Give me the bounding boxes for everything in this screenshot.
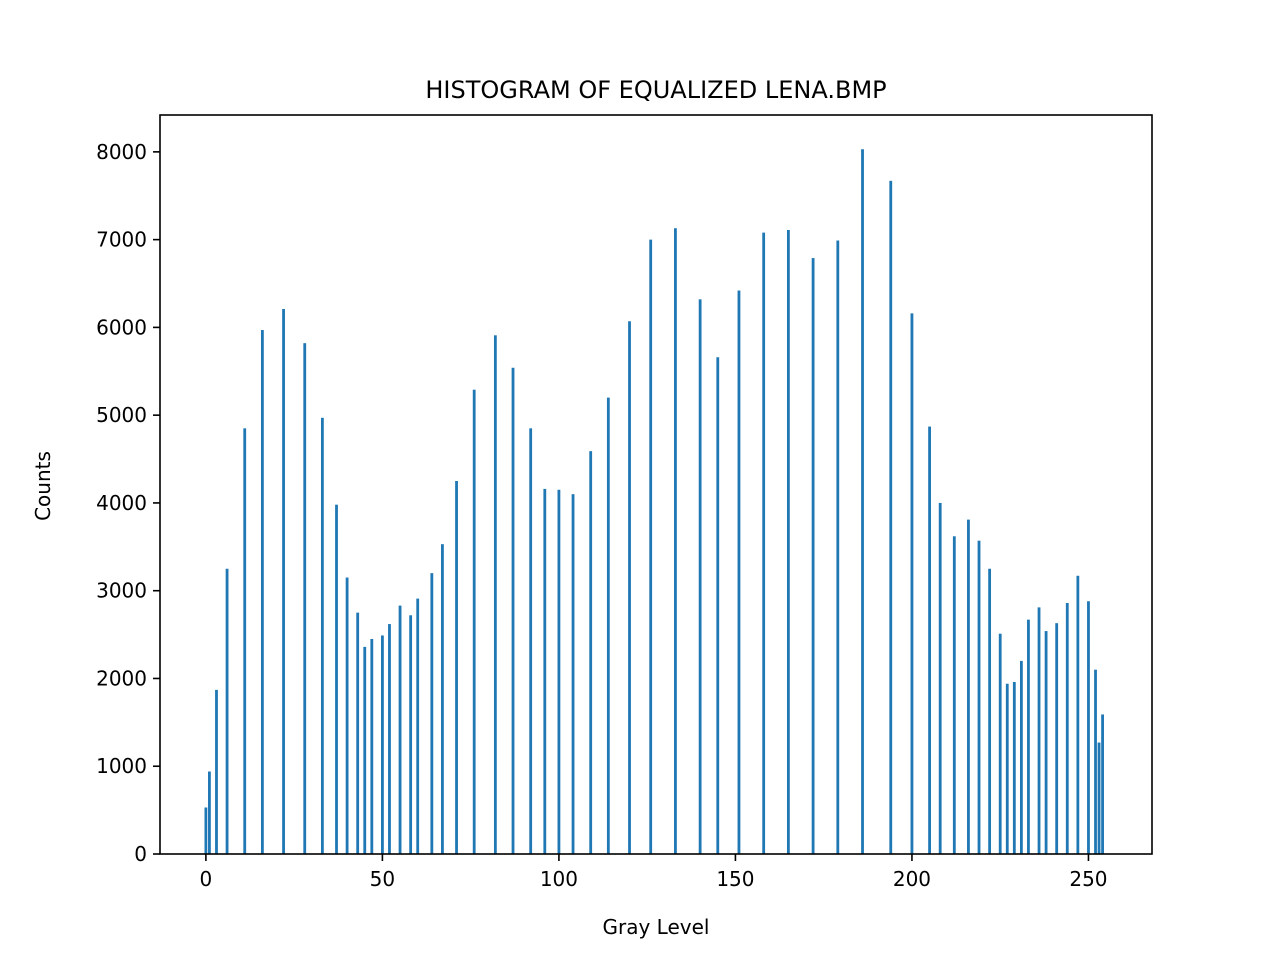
x-axis-label: Gray Level — [603, 915, 710, 939]
y-tick-label: 4000 — [96, 491, 147, 515]
histogram-bar — [381, 635, 384, 854]
x-tick-label: 100 — [540, 867, 578, 891]
histogram-bar — [1044, 631, 1048, 854]
y-tick-label: 2000 — [96, 666, 147, 690]
histogram-bar — [1065, 602, 1069, 854]
y-tick-label: 6000 — [96, 315, 147, 339]
histogram-bar — [493, 335, 497, 854]
x-tick-label: 150 — [716, 867, 754, 891]
histogram-bar — [967, 519, 970, 854]
histogram-bar — [1087, 601, 1090, 854]
y-tick-label: 3000 — [96, 579, 147, 603]
histogram-bar — [370, 638, 374, 854]
histogram-bar — [998, 633, 1002, 854]
histogram-bar — [282, 308, 285, 855]
histogram-bar — [674, 228, 677, 855]
histogram-bar — [345, 577, 349, 854]
histogram-bar — [1019, 660, 1023, 854]
y-axis: 0 1000 2000 3000 4000 5000 6000 7000 8000 — [96, 140, 160, 866]
histogram-bar — [836, 240, 840, 854]
histogram-bar — [225, 568, 229, 854]
histogram-bar — [511, 367, 515, 854]
histogram-bar — [557, 489, 561, 854]
histogram-bar — [320, 417, 324, 854]
histogram-bar — [938, 502, 942, 854]
histogram-bar — [716, 357, 720, 854]
histogram-bar — [363, 646, 367, 854]
histogram-bar — [1097, 742, 1101, 854]
histogram-bar — [1055, 623, 1059, 854]
histogram-bar — [409, 615, 413, 854]
histogram-bar — [737, 290, 741, 854]
histogram-bar — [441, 544, 444, 854]
y-tick-label: 0 — [134, 842, 147, 866]
histogram-bar — [952, 536, 956, 854]
histogram-bar — [589, 451, 593, 854]
histogram-bar — [430, 573, 434, 854]
histogram-bar — [910, 313, 914, 855]
histogram-bar — [988, 568, 992, 854]
histogram-bar — [260, 330, 264, 854]
histogram-bar — [1005, 683, 1009, 854]
histogram-bar — [861, 149, 864, 855]
histogram-bar — [243, 428, 247, 854]
histogram-bar — [472, 389, 476, 854]
histogram-bar — [1037, 607, 1041, 854]
chart-title: HISTOGRAM OF EQUALIZED LENA.BMP — [425, 76, 886, 104]
histogram-bar — [786, 229, 790, 855]
histogram-bar — [416, 598, 420, 854]
histogram-bar — [811, 258, 815, 854]
histogram-bar — [1101, 714, 1104, 854]
histogram-bar — [1027, 619, 1030, 854]
histogram-bar — [571, 494, 575, 854]
x-tick-label: 200 — [893, 867, 931, 891]
histogram-bar — [543, 488, 547, 854]
histogram-bar — [529, 428, 533, 854]
plot-frame — [159, 114, 1153, 855]
histogram-bar — [1094, 669, 1097, 854]
histogram-bar — [303, 343, 307, 854]
x-tick-label: 50 — [370, 867, 395, 891]
histogram-bar — [928, 426, 931, 854]
histogram-bar — [1012, 681, 1016, 854]
x-tick-label: 0 — [200, 867, 213, 891]
y-tick-label: 1000 — [96, 754, 147, 778]
histogram-bar — [455, 480, 458, 854]
bar-series — [204, 149, 1104, 855]
y-axis-label: Counts — [31, 451, 55, 521]
histogram-bar — [606, 397, 610, 854]
histogram-bar — [628, 321, 631, 854]
histogram-bar — [977, 540, 981, 854]
histogram-bar — [649, 239, 653, 854]
histogram-bar — [215, 689, 218, 854]
y-tick-label: 5000 — [96, 403, 147, 427]
y-tick-label: 7000 — [96, 228, 147, 252]
histogram-bar — [398, 605, 402, 854]
y-tick-label: 8000 — [96, 140, 147, 164]
histogram-bar — [388, 624, 391, 854]
x-tick-label: 250 — [1069, 867, 1107, 891]
histogram-bar — [1076, 575, 1080, 854]
histogram-bar — [889, 180, 893, 854]
histogram-bar — [356, 612, 360, 854]
histogram-bar — [204, 807, 208, 854]
histogram-bar — [208, 771, 211, 854]
histogram-bar — [698, 299, 702, 854]
histogram-bar — [335, 504, 338, 854]
histogram-bar — [762, 232, 766, 855]
x-axis: 0 50 100 150 200 250 — [200, 854, 1108, 891]
